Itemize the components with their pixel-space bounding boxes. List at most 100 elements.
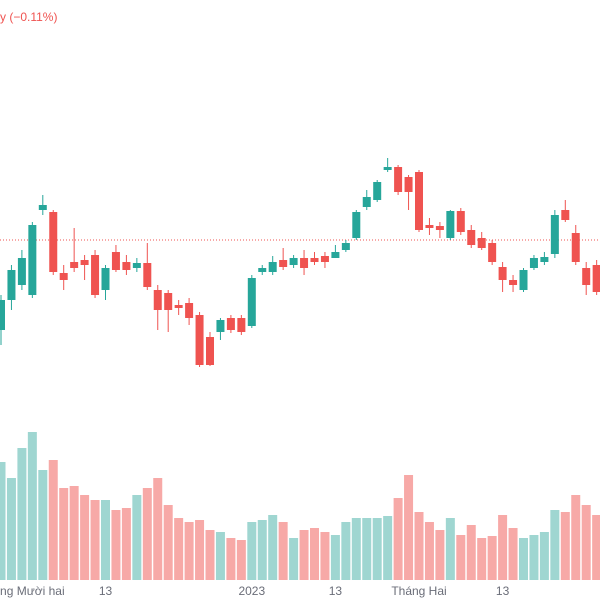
candle-body [216, 320, 225, 332]
volume-bar [487, 536, 497, 580]
volume-bar [247, 522, 257, 580]
x-tick-label: ng Mười hai [0, 584, 65, 598]
candle-body [91, 255, 100, 295]
x-tick-label: 2023 [238, 584, 265, 598]
volume-bar [6, 478, 16, 580]
volume-bar [571, 495, 581, 580]
candle-body [80, 260, 89, 265]
volume-bar [142, 488, 152, 580]
volume-bar [236, 540, 246, 580]
candle-body [164, 293, 173, 310]
candle-body [582, 268, 591, 285]
volume-bar [268, 515, 278, 580]
volume-bar [414, 512, 424, 580]
candle-body [7, 270, 16, 300]
volume-bar [226, 538, 236, 580]
volume-bar [195, 520, 205, 580]
volume-bar [393, 498, 403, 580]
volume-bar [466, 525, 476, 580]
candle-body [550, 215, 559, 254]
candle-body [237, 318, 246, 332]
volume-bar [383, 516, 393, 580]
candle-body [310, 258, 319, 262]
candle-body [320, 256, 329, 262]
volume-bar [560, 512, 570, 580]
volume-bar [519, 538, 528, 580]
candle-body [258, 268, 267, 272]
candle-body [540, 257, 549, 262]
volume-bar [27, 432, 37, 580]
candle-body [425, 225, 434, 228]
candle-body [529, 258, 538, 268]
volume-bar [48, 460, 58, 580]
x-tick-label: Tháng Hai [391, 584, 446, 598]
volume-bar [80, 495, 90, 580]
candle-body [122, 262, 131, 270]
candle-body [195, 315, 204, 365]
candle-body [561, 210, 570, 220]
volume-bar [320, 532, 330, 580]
volume-bar [351, 518, 361, 580]
candle-body [49, 212, 58, 272]
candle-body [592, 265, 600, 292]
candle-body [153, 290, 162, 310]
volume-bar [163, 505, 173, 580]
volume-bar [38, 470, 48, 580]
candle-body [435, 226, 444, 230]
volume-bar [278, 522, 288, 580]
candle-body [477, 238, 486, 248]
candle-body [394, 167, 403, 192]
candle-body [519, 270, 528, 290]
volume-bar [477, 538, 487, 580]
candle-body [226, 318, 235, 330]
candle-body [279, 260, 288, 267]
volume-bar [581, 505, 591, 580]
volume-bar [174, 518, 184, 580]
volume-bar [498, 515, 508, 580]
volume-bar [90, 500, 100, 580]
volume-bar [69, 486, 79, 580]
volume-bar [184, 522, 194, 580]
candle-body [206, 337, 214, 365]
candle-body [571, 233, 580, 262]
header-change: y (−0.11%) [0, 10, 57, 24]
x-tick-label: 13 [496, 584, 510, 598]
candle-body [17, 258, 26, 285]
volume-bar [17, 448, 27, 580]
candle-body [352, 212, 361, 238]
volume-bar [592, 515, 600, 580]
volume-bar [550, 510, 560, 580]
candle-body [415, 172, 423, 230]
volume-bar [59, 488, 69, 580]
candle-body [185, 303, 194, 318]
volume-bar [289, 538, 299, 580]
candle-body [70, 262, 79, 268]
candle-body [289, 258, 298, 265]
candle-body [247, 278, 256, 326]
candle-body [132, 263, 141, 268]
volume-bar [330, 535, 340, 580]
candle-body [373, 182, 382, 200]
volume-bar [101, 500, 110, 580]
candle-body [101, 268, 110, 290]
volume-bar [508, 528, 518, 580]
candle-body [509, 280, 518, 285]
volume-bar [435, 530, 445, 580]
volume-bar [529, 535, 539, 580]
candle-body [300, 258, 309, 268]
volume-bar [132, 495, 142, 580]
volume-bar [404, 475, 414, 580]
candle-body [174, 305, 183, 308]
volume-bar [257, 520, 267, 580]
candle-body [268, 262, 277, 272]
x-tick-label: 13 [99, 584, 113, 598]
candle-body [446, 211, 455, 238]
candle-body [143, 263, 152, 287]
volume-bar [362, 518, 372, 580]
volume-bar [372, 518, 382, 580]
candle-body [404, 177, 413, 192]
volume-bar [205, 530, 215, 580]
candle-body [38, 205, 47, 210]
candle-body [59, 273, 68, 280]
